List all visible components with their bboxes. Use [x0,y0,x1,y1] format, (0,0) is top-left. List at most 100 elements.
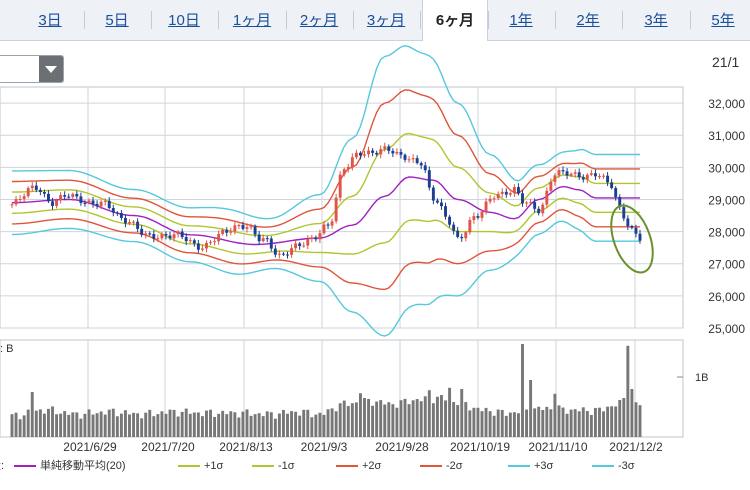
volume-bar [589,414,593,437]
volume-bar [565,413,569,437]
volume-bar [310,417,314,437]
tab-2[interactable]: 10日 [168,12,200,29]
tab-6[interactable]: 6ヶ月 [422,0,488,41]
volume-bar [622,398,626,437]
volume-bar [253,414,257,437]
volume-bar [358,393,362,437]
candle-body [237,225,241,227]
candle-body [71,193,75,198]
candle-body [504,191,508,195]
candle-body [184,237,188,242]
volume-bar [26,409,30,437]
candle-body [95,203,99,207]
tab-1[interactable]: 5日 [105,12,129,29]
volume-bar [448,387,452,437]
tab-4[interactable]: 2ヶ月 [299,12,339,29]
chevron-down-icon[interactable] [39,56,63,82]
candle-body [375,152,379,155]
volume-bar [379,400,383,437]
volume-bar [346,405,350,437]
candle-body [322,224,326,234]
candle-body [516,187,520,194]
volume-bar [472,407,476,437]
volume-bar [286,413,289,437]
tab-7[interactable]: 1年 [509,12,533,29]
volume-bar [367,398,371,437]
volume-bar [593,407,597,437]
candle-body [358,152,362,156]
x-axis-label: 2021/10/19 [450,440,510,454]
volume-bar [290,411,294,437]
candle-body [371,150,375,153]
candle-body [549,181,553,191]
tab-separator [487,11,489,29]
candle-body [472,216,476,221]
candle-body [350,157,354,168]
tab-10[interactable]: 5年 [711,12,735,29]
candle-body [286,254,289,256]
candle-body [55,200,59,206]
candle-body [281,253,285,255]
candle-body [334,197,338,222]
volume-bar [79,418,83,437]
volume-bar [504,415,508,437]
candle-body [180,231,184,238]
legend-swatch [592,465,614,468]
candle-body [464,232,468,239]
volume-bar [172,409,176,437]
tab-0[interactable]: 3日 [38,12,62,29]
candle-body [249,226,253,228]
tab-5[interactable]: 3ヶ月 [366,12,406,29]
candle-body [431,187,435,201]
tab-3[interactable]: 1ヶ月 [232,12,272,29]
price-tick-label: 31,000 [708,129,745,143]
minus-2-sigma-line [11,208,640,291]
volume-bar [427,390,431,437]
legend-swatch [508,465,530,468]
volume-bar [561,407,565,437]
indicator-select[interactable] [0,55,64,83]
period-tabs: 3日 5日 10日 1ヶ月 2ヶ月 3ヶ月 6ヶ月 1年 2年 3年 5年 [0,0,750,41]
tab-8[interactable]: 2年 [576,12,600,29]
candle-body [407,159,411,161]
volume-bar [468,410,472,437]
volume-bar [115,416,119,437]
candle-body [533,202,537,209]
tab-separator [285,11,287,29]
date-range-label: 21/1 [712,54,740,70]
x-axis-label: 2021/11/10 [528,440,587,454]
candle-body [468,220,472,233]
volume-bar [18,419,22,437]
volume-bar [184,408,188,437]
candle-body [561,170,565,172]
tab-9[interactable]: 3年 [644,12,668,29]
volume-bar [42,413,46,437]
candle-body [34,185,38,190]
candle-body [318,233,322,240]
candle-body [581,177,585,180]
volume-bar [634,402,638,437]
price-tick-label: 25,000 [708,322,745,336]
candle-body [626,218,630,227]
volume-bar [302,409,306,437]
candle-body [500,191,504,194]
candle-body [277,253,281,255]
volume-bar [330,408,334,437]
volume-bar [354,402,358,437]
legend-label: +2σ [362,460,382,472]
price-tick-label: 32,000 [708,97,745,111]
tab-separator [689,11,691,29]
candle-body [67,196,71,198]
volume-bar [241,411,245,437]
candle-body [229,231,233,233]
legend-item: 単純移動平均(20) [14,458,126,474]
volume-bar [516,413,520,437]
volume-bar [476,407,480,437]
volume-bar [156,414,160,437]
minus-3-sigma-line [11,220,640,337]
volume-bar [618,400,622,437]
plus-1-sigma-line [11,132,640,237]
x-axis-label: 2021/7/20 [141,440,195,454]
volume-bar [196,412,200,437]
volume-bar [281,409,285,437]
